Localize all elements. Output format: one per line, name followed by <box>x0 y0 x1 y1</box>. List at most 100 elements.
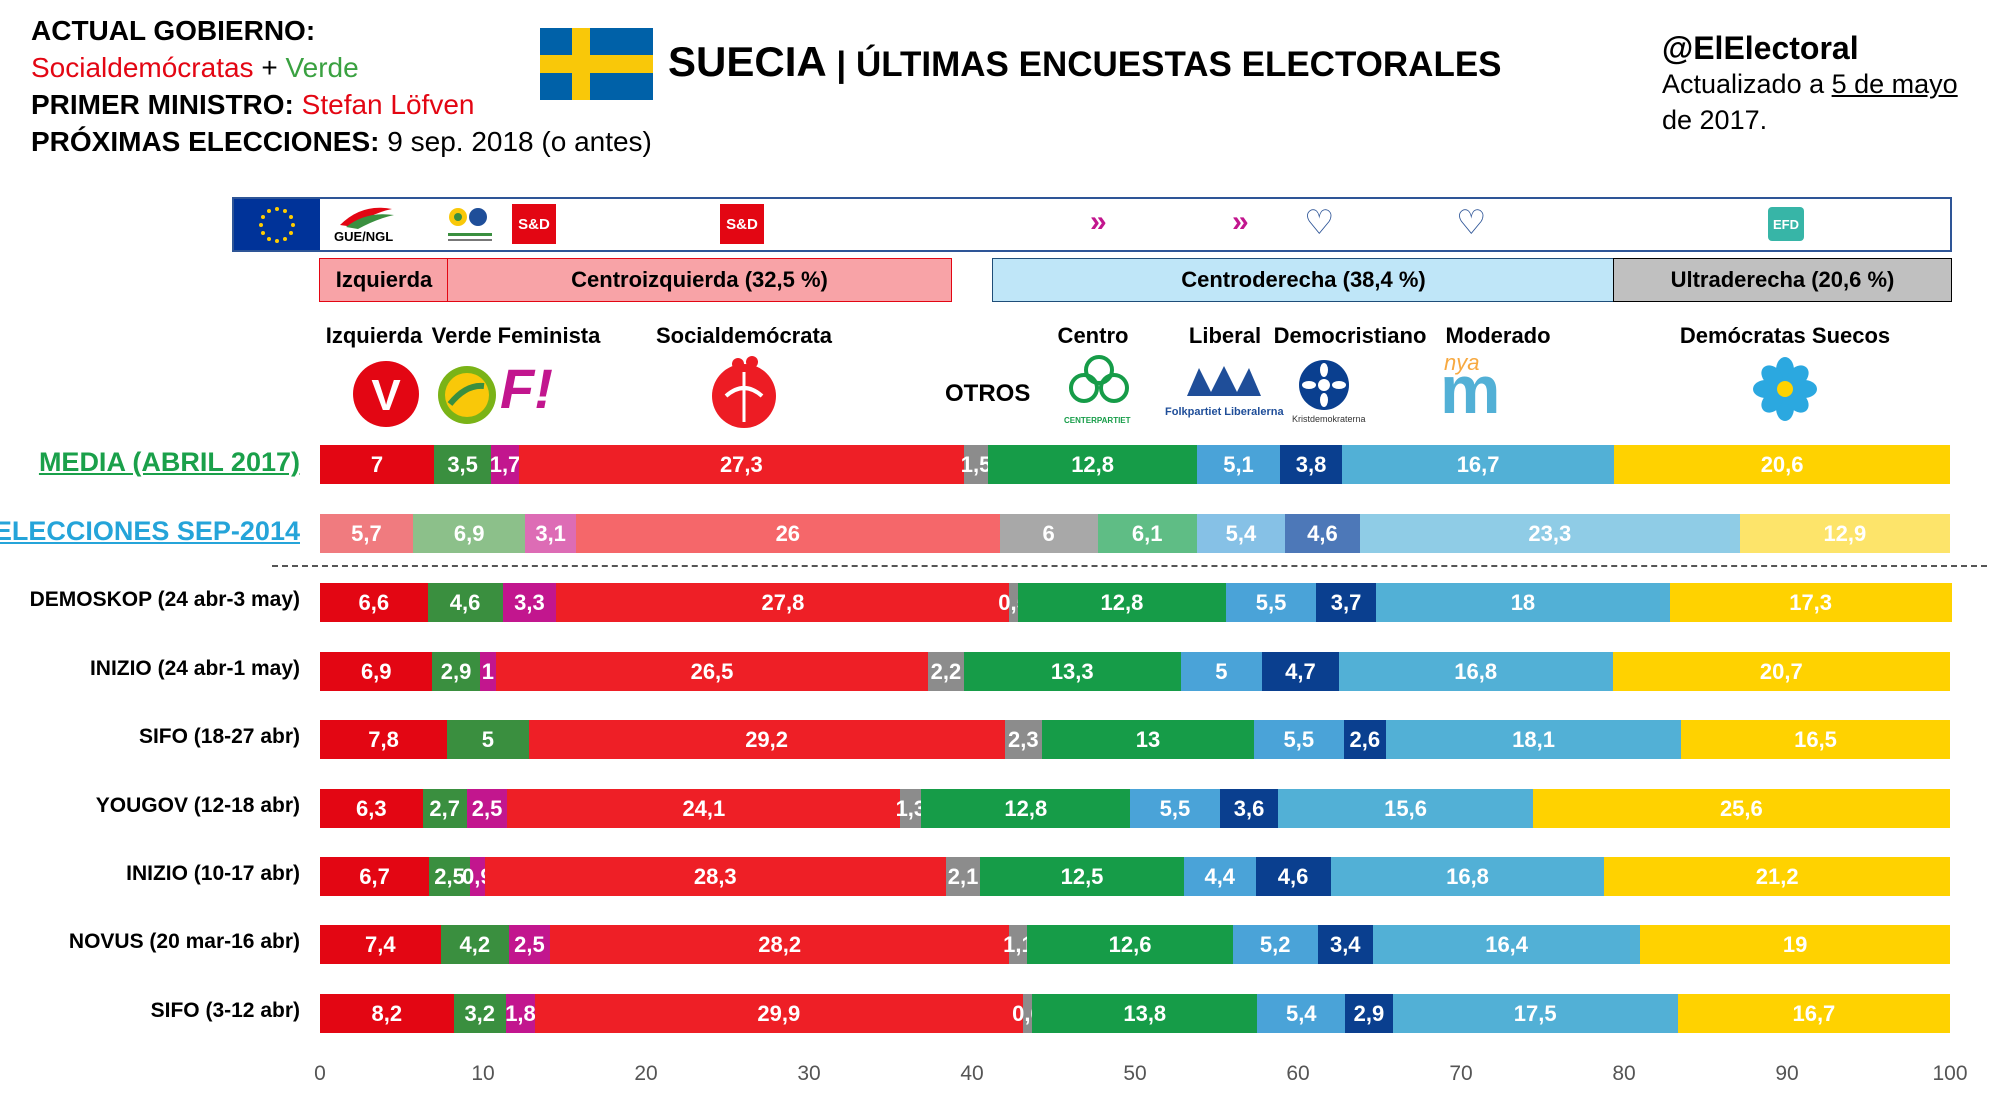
bar-value-label: 12,8 <box>1004 795 1048 821</box>
bar-segment-c: 12,6 <box>1027 925 1233 964</box>
socialdemokraterna-logo-icon <box>704 352 784 432</box>
bar-segment-c: 13,8 <box>1032 994 1258 1033</box>
l-logo-text: Folkpartiet Liberalerna <box>1165 406 1284 418</box>
bar-segment-v: 6,3 <box>320 789 423 828</box>
row-label: INIZIO (10-17 abr) <box>126 862 300 885</box>
bar-value-label: 2,9 <box>1353 1000 1385 1026</box>
bar-value-label: 4,4 <box>1204 863 1236 889</box>
bar-segment-v: 5,7 <box>320 514 413 553</box>
bar-value-label: 18,1 <box>1512 726 1555 752</box>
bar-value-label: 13,8 <box>1123 1000 1167 1026</box>
epp-icon: ♡ <box>1304 204 1335 242</box>
title-country: SUECIA <box>668 38 827 85</box>
greens-efa-icon <box>442 203 498 247</box>
bar-segment-s: 26,5 <box>496 652 928 691</box>
epp-icon-2: ♡ <box>1456 204 1487 242</box>
bar-value-label: 3,7 <box>1330 589 1362 615</box>
separator-line <box>272 565 1987 567</box>
bar-value-label: 25,6 <box>1719 795 1763 821</box>
bar-segment-l: 5,2 <box>1232 925 1318 964</box>
bar-segment-kd: 4,7 <box>1262 652 1339 691</box>
row-label: DEMOSKOP (24 abr-3 may) <box>29 588 300 611</box>
bar-segment-l: 5,4 <box>1257 994 1346 1033</box>
bar-segment-otros: 1,3 <box>896 789 926 828</box>
bar-segment-v: 7 <box>320 445 435 484</box>
source-info: @ElElectoral Actualizado a 5 de mayo de … <box>1662 30 1992 138</box>
miljopartiet-logo-icon <box>432 364 502 426</box>
bar-value-label: 2,5 <box>514 931 545 957</box>
bar-segment-v: 8,2 <box>320 994 454 1033</box>
title-rest: | ÚLTIMAS ENCUESTAS ELECTORALES <box>826 45 1502 84</box>
bar-value-label: 1,5 <box>960 451 992 477</box>
bar-value-label: 7,8 <box>368 726 399 752</box>
bar-segment-kd: 2,6 <box>1343 720 1386 759</box>
bar-value-label: 28,3 <box>693 863 737 889</box>
bar-value-label: 6 <box>1042 520 1055 546</box>
bar-segment-mp: 4,6 <box>427 583 503 622</box>
bar-value-label: 3,5 <box>447 451 478 477</box>
bar-segment-s: 29,2 <box>528 720 1005 759</box>
row-label: INIZIO (24 abr-1 may) <box>89 657 300 680</box>
bar-value-label: 3,8 <box>1295 451 1327 477</box>
bar-segment-c: 13 <box>1042 720 1254 759</box>
bar-value-label: 5,5 <box>1283 726 1315 752</box>
bar-segment-kd: 4,6 <box>1284 514 1360 553</box>
bar-value-label: 5,4 <box>1285 1000 1317 1026</box>
row-label: SIFO (18-27 abr) <box>138 725 300 748</box>
bar-segment-l: 5,1 <box>1196 445 1281 484</box>
gov-plus: + <box>253 52 286 83</box>
bar-value-label: 16,4 <box>1485 931 1529 957</box>
bar-segment-otros: 6 <box>999 514 1098 553</box>
alde-icon: » <box>1090 205 1106 238</box>
bar-value-label: 3,3 <box>514 589 545 615</box>
party-name-kd: Democristiano <box>1273 323 1427 348</box>
bar-segment-mp: 6,9 <box>412 514 526 553</box>
bar-value-label: 24,1 <box>682 795 726 821</box>
bar-value-label: 3,2 <box>464 1000 496 1026</box>
bar-value-label: 21,2 <box>1755 863 1799 889</box>
eu-flag-icon <box>234 199 320 250</box>
bar-value-label: 2,3 <box>1008 726 1039 752</box>
bar-segment-mp: 4,2 <box>440 925 510 964</box>
bar-value-label: 29,2 <box>745 726 789 752</box>
bar-value-label: 16,7 <box>1792 1000 1836 1026</box>
bar-segment-otros: 0,5 <box>998 583 1029 622</box>
bar-value-label: 1,8 <box>505 1000 536 1026</box>
x-tick-label: 0 <box>314 1062 326 1085</box>
row-label: SIFO (3-12 abr) <box>150 999 300 1022</box>
bar-value-label: 18 <box>1510 589 1536 615</box>
bar-segment-c: 6,1 <box>1097 514 1197 553</box>
m-logo-letter: m <box>1440 352 1501 428</box>
gue-ngl-label: GUE/NGL <box>334 229 394 244</box>
party-name-m: Moderado <box>1445 323 1551 348</box>
bar-value-label: 13,3 <box>1050 658 1094 684</box>
bar-segment-fi: 1 <box>479 652 497 691</box>
bar-segment-sd: 16,5 <box>1681 720 1950 759</box>
bar-segment-v: 7,8 <box>320 720 448 759</box>
bar-segment-sd: 25,6 <box>1532 789 1950 828</box>
bar-segment-otros: 2,2 <box>927 652 964 691</box>
bar-value-label: 29,9 <box>757 1000 801 1026</box>
x-tick-label: 60 <box>1286 1062 1310 1085</box>
party-name-v: Izquierda <box>325 323 423 348</box>
bar-segment-fi: 1,7 <box>489 445 521 484</box>
bar-value-label: 26,5 <box>690 658 734 684</box>
liberalerna-logo-icon: Folkpartiet Liberalerna <box>1165 362 1284 426</box>
bar-segment-l: 5,5 <box>1226 583 1316 622</box>
bar-segment-sd: 16,7 <box>1677 994 1950 1033</box>
bar-value-label: 2,5 <box>434 863 465 889</box>
bar-segment-fi: 3,1 <box>525 514 576 553</box>
vansterpartiet-logo-icon: V <box>350 360 422 428</box>
bar-value-label: 1,7 <box>489 451 521 477</box>
bar-segment-otros: 2,3 <box>1004 720 1043 759</box>
x-tick-label: 90 <box>1775 1062 1799 1085</box>
kd-logo-text: Kristdemokraterna <box>1292 414 1366 424</box>
bar-value-label: 5,1 <box>1223 451 1254 477</box>
bar-segment-otros: 2,1 <box>945 857 981 896</box>
centerpartiet-logo-icon: CENTERPARTIET <box>1064 352 1132 428</box>
bar-value-label: 2,9 <box>440 658 472 684</box>
bar-segment-l: 5 <box>1180 652 1263 691</box>
party-name-mp: Verde Feminista <box>431 323 601 348</box>
bar-segment-otros: 1,5 <box>961 445 991 484</box>
bar-segment-kd: 2,9 <box>1345 994 1393 1033</box>
